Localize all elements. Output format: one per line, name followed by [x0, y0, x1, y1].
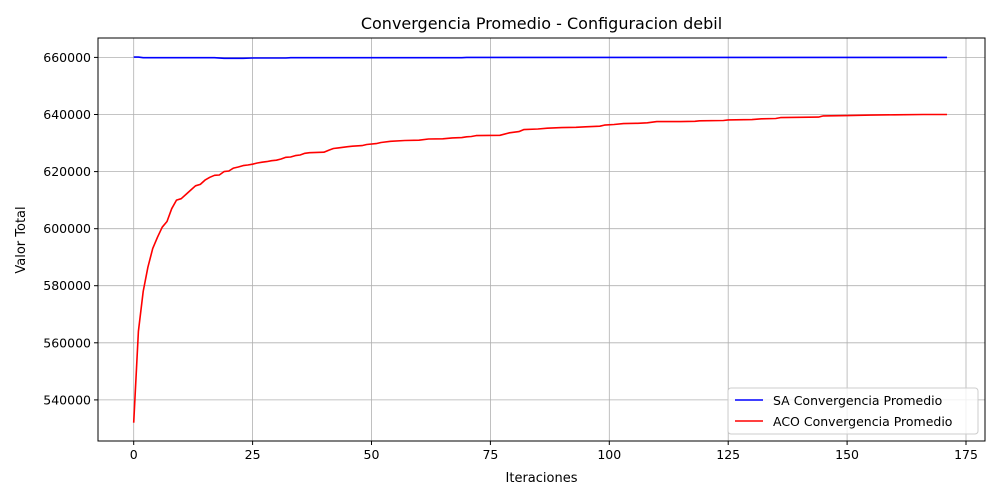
x-tick-label: 75	[482, 447, 498, 462]
y-axis-label: Valor Total	[14, 206, 29, 273]
x-tick-label: 175	[954, 447, 978, 462]
sa-series-line	[133, 56, 947, 60]
x-axis-label: Iteraciones	[506, 471, 578, 486]
x-tick-label: 125	[716, 447, 740, 462]
series-layer	[132, 56, 947, 423]
legend-box	[727, 387, 979, 435]
x-tick-label: 25	[245, 447, 261, 462]
x-tick-label: 50	[364, 447, 380, 462]
y-tick-label: 580000	[43, 278, 91, 293]
legend: SA Convergencia Promedio ACO Convergenci…	[727, 387, 979, 435]
x-tick-label: 150	[835, 447, 859, 462]
y-tick-label: 600000	[43, 221, 91, 236]
y-tick-label: 540000	[43, 392, 91, 407]
y-tick-label: 560000	[43, 335, 91, 350]
legend-label-aco: ACO Convergencia Promedio	[773, 414, 952, 429]
legend-label-sa: SA Convergencia Promedio	[773, 393, 942, 408]
aco-series-line	[132, 113, 947, 423]
y-tick-label: 620000	[43, 164, 91, 179]
x-tick-label: 100	[597, 447, 621, 462]
y-tick-label: 640000	[43, 107, 91, 122]
chart-title: Convergencia Promedio - Configuracion de…	[361, 14, 722, 33]
x-tick-label: 0	[130, 447, 138, 462]
x-axis: 0 25 50 75 100 125 150 175	[130, 441, 978, 462]
y-tick-label: 660000	[43, 50, 91, 65]
y-axis: 540000 560000 580000 600000 620000 640000 6600…	[43, 50, 98, 407]
plot-frame	[97, 37, 986, 442]
